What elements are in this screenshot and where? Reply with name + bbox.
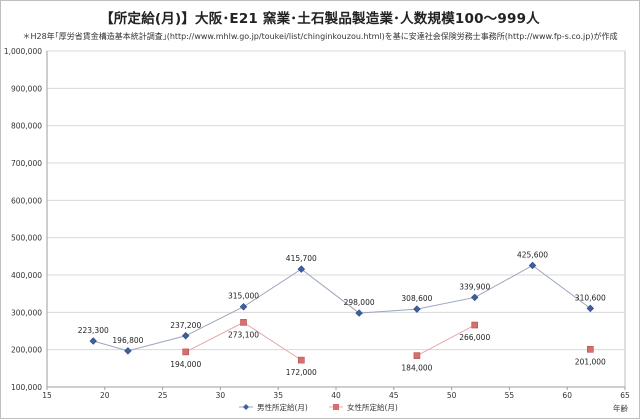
- series-segment-female: [243, 321, 302, 361]
- data-point-female: [413, 352, 421, 359]
- x-tick-label: 50: [447, 391, 457, 400]
- legend-marker-female: [333, 404, 339, 410]
- data-label-female: 194,000: [170, 360, 201, 369]
- data-point-male: [239, 303, 248, 311]
- data-label-female: 184,000: [401, 364, 432, 373]
- x-tick-label: 25: [158, 391, 168, 400]
- data-label-female: 273,100: [228, 330, 259, 339]
- data-label-male: 308,600: [401, 294, 432, 303]
- y-tick-label: 700,000: [11, 159, 42, 168]
- data-label-male: 223,300: [78, 326, 109, 335]
- series-line-male: [93, 264, 591, 352]
- data-label-male: 425,600: [517, 250, 548, 259]
- data-label-male: 298,000: [344, 298, 375, 307]
- data-point-male: [413, 305, 421, 313]
- y-tick-label: 1,000,000: [4, 47, 42, 56]
- data-label-female: 201,000: [575, 357, 606, 366]
- data-point-female: [587, 345, 594, 353]
- x-tick-label: 55: [505, 391, 515, 400]
- y-tick-label: 200,000: [11, 346, 42, 355]
- x-axis-title: 年齢: [613, 403, 628, 413]
- x-tick-label: 20: [100, 391, 110, 400]
- legend-marker-male: [243, 404, 249, 410]
- y-tick-label: 900,000: [11, 84, 42, 93]
- data-point-male: [89, 337, 97, 345]
- chart-title: 【所定給(月)】大阪･E21 窯業･土石製品製造業･人数規模100～999人: [100, 11, 540, 27]
- y-tick-label: 800,000: [11, 122, 42, 131]
- data-label-male: 415,700: [286, 254, 317, 263]
- data-point-male: [297, 265, 306, 273]
- y-tick-label: 500,000: [11, 234, 42, 243]
- x-tick-label: 35: [273, 391, 283, 400]
- data-point-female: [471, 321, 479, 329]
- series-segment-female: [416, 324, 475, 357]
- plot-area: [46, 50, 626, 388]
- series-segment-female: [185, 321, 244, 353]
- data-point-male: [470, 293, 479, 302]
- data-label-female: 266,000: [459, 333, 490, 342]
- x-tick-label: 30: [216, 391, 226, 400]
- data-label-male: 237,200: [170, 321, 201, 330]
- y-tick-label: 400,000: [11, 271, 42, 280]
- x-tick-label: 45: [389, 391, 399, 400]
- data-label-male: 339,900: [459, 282, 490, 291]
- data-point-female: [182, 348, 190, 356]
- data-point-male: [528, 261, 537, 270]
- legend-label-male: 男性所定給(月): [257, 402, 308, 412]
- y-tick-label: 300,000: [11, 308, 42, 317]
- x-tick-label: 60: [562, 391, 572, 400]
- y-tick-label: 600,000: [11, 196, 42, 205]
- data-label-male: 310,600: [575, 293, 606, 302]
- data-label-male: 315,000: [228, 292, 259, 301]
- data-point-male: [355, 309, 363, 317]
- x-tick-label: 40: [331, 391, 341, 400]
- data-point-male: [124, 347, 132, 355]
- data-label-female: 172,000: [286, 368, 317, 377]
- chart-subtitle: ＊H28年｢厚労省賃金構造基本統計調査｣(http://www.mhlw.go.…: [22, 32, 618, 41]
- data-point-male: [181, 332, 190, 340]
- y-tick-label: 100,000: [11, 383, 42, 392]
- data-point-male: [586, 304, 595, 313]
- data-label-male: 196,800: [112, 336, 143, 345]
- x-tick-label: 15: [42, 391, 52, 400]
- x-tick-label: 65: [620, 391, 630, 400]
- legend-label-female: 女性所定給(月): [347, 402, 398, 412]
- data-point-female: [298, 356, 305, 364]
- data-point-female: [240, 319, 247, 326]
